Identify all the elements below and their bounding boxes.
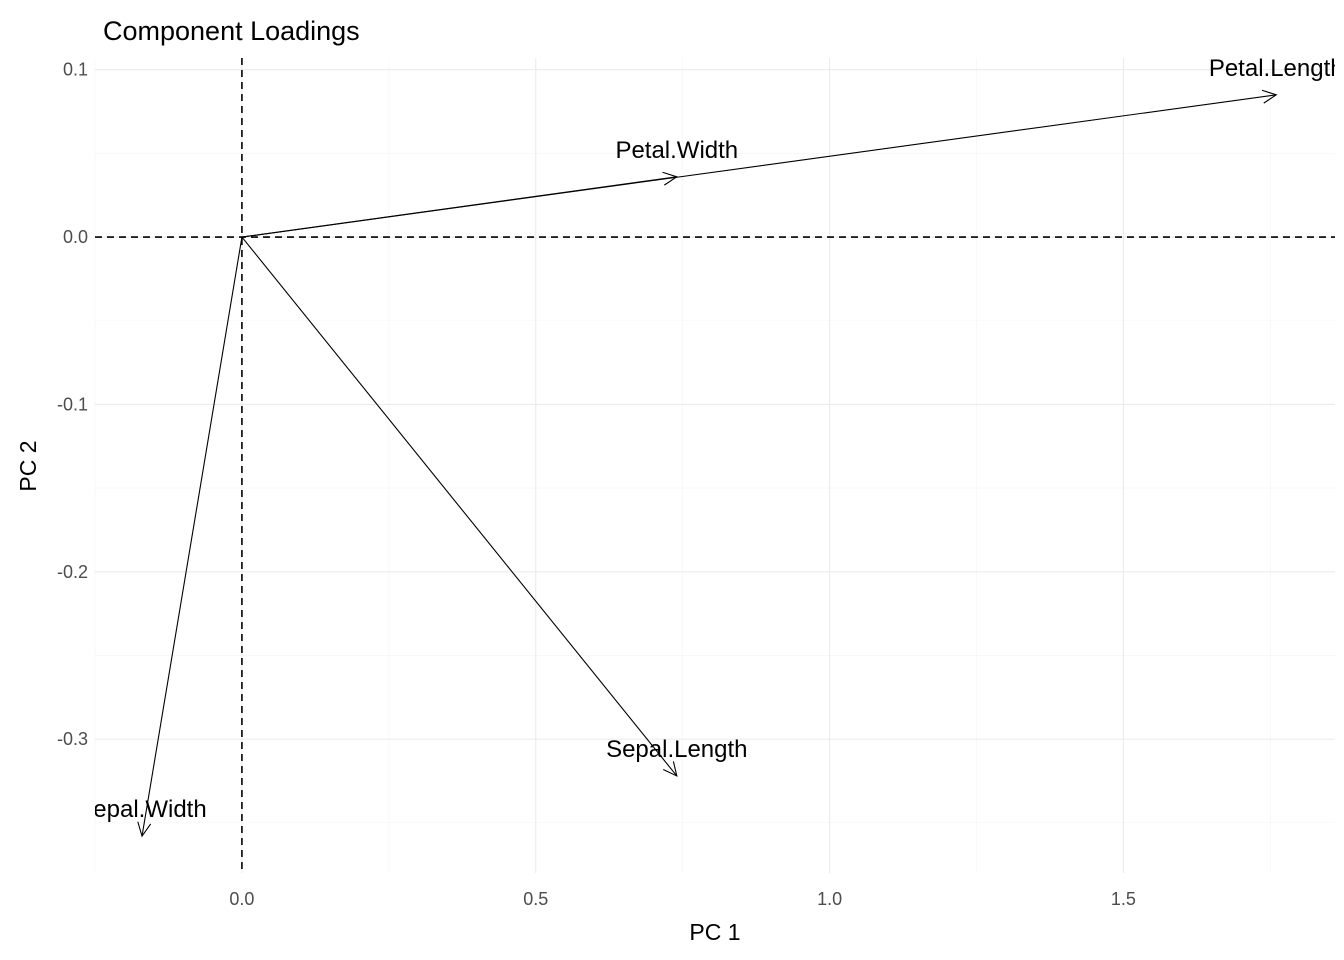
x-axis-title: PC 1 — [689, 919, 740, 945]
vector-labels: Petal.Length Petal.Width Sepal.Length Sepal… — [77, 55, 1344, 823]
arrowhead-sepal-length — [663, 761, 678, 777]
x-tick-label: 1.0 — [817, 889, 842, 909]
loading-arrow-sepal-length — [241, 236, 678, 777]
arrowhead-petal-width — [662, 171, 679, 186]
vector-label-sepal-width: Sepal.Width — [77, 796, 206, 823]
y-tick-label: 0.1 — [63, 60, 88, 80]
y-tick-label: -0.3 — [57, 729, 88, 749]
minor-gridlines — [94, 58, 1335, 873]
loading-arrow-sepal-width — [141, 236, 243, 837]
x-tick-label: 0.5 — [523, 889, 548, 909]
y-axis-title: PC 2 — [15, 440, 41, 491]
loading-arrow-petal-width — [241, 176, 677, 238]
y-tick-label: -0.1 — [57, 394, 88, 414]
reference-lines — [95, 58, 1335, 873]
chart-title: Component Loadings — [103, 16, 360, 46]
x-axis-ticks: 0.0 0.5 1.0 1.5 — [229, 889, 1136, 909]
x-tick-label: 1.5 — [1111, 889, 1136, 909]
vector-label-sepal-length: Sepal.Length — [606, 736, 747, 763]
vector-label-petal-width: Petal.Width — [615, 137, 738, 164]
y-tick-label: 0.0 — [63, 227, 88, 247]
loading-vectors — [137, 89, 1278, 838]
y-axis-ticks: 0.1 0.0 -0.1 -0.2 -0.3 — [57, 60, 88, 749]
y-tick-label: -0.2 — [57, 562, 88, 582]
vector-label-petal-length: Petal.Length — [1209, 55, 1344, 82]
arrowhead-petal-length — [1261, 89, 1278, 104]
x-tick-label: 0.0 — [229, 889, 254, 909]
arrowhead-sepal-width — [137, 821, 152, 838]
